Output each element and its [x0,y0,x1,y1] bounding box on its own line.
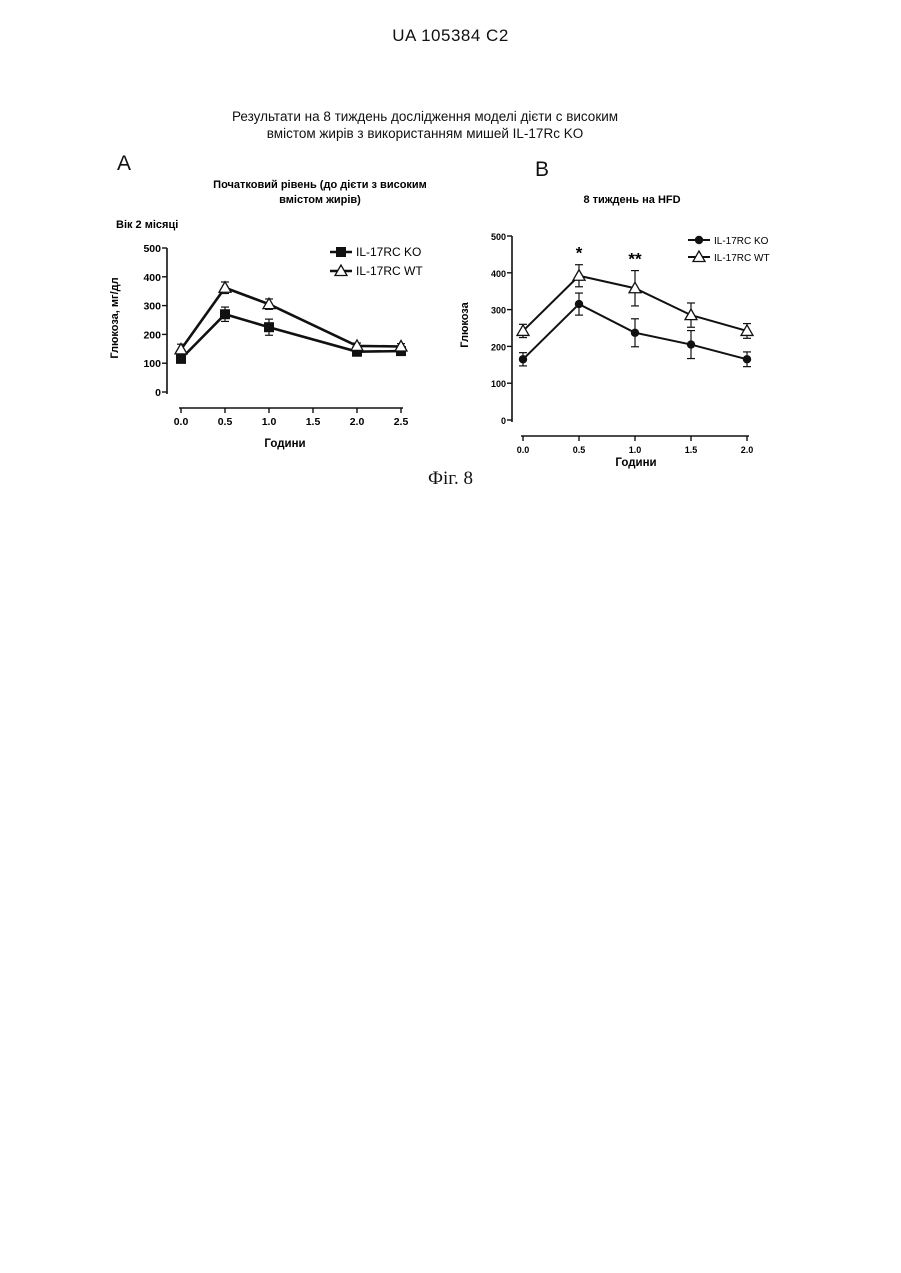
chart-a-x-tick-label: 2.5 [394,416,409,428]
chart-a-title-line1: Початковий рівень (до дієти з високим [213,179,427,191]
patent-number: UA 105384 C2 [0,26,901,46]
chart-b-y-tick-label: 0 [501,416,506,426]
chart-a-subtitle: Вік 2 місяці [116,219,178,231]
chart-a-legend-marker [336,247,346,257]
chart-b-y-tick-label: 300 [491,306,506,316]
chart-b-significance-label: ** [628,250,642,269]
chart-b-legend: IL-17RC KO IL-17RC WT [688,236,770,264]
chart-a-legend: IL-17RC KO IL-17RC WT [330,245,423,278]
chart-a-x-tick-label: 1.5 [306,416,321,428]
chart-b-legend-label: IL-17RC KO [714,236,769,247]
chart-b-ticks: 0 100 200 300 400 500 0.0 0.5 1.0 1.5 2.0 [491,232,753,455]
chart-a-data-point [220,309,230,319]
panel-b-letter: B [535,158,549,182]
chart-a-y-tick-label: 0 [155,387,161,399]
chart-b-y-tick-label: 500 [491,232,506,242]
chart-b-data-point [743,355,751,363]
chart-b-y-tick-label: 400 [491,269,506,279]
figure-title: Результати на 8 тиждень дослідження моде… [150,108,700,142]
chart-a-title-line2: вмістом жирів) [279,194,361,206]
chart-a-plot [175,282,407,364]
chart-a-xlabel: Години [264,438,305,450]
chart-b-title: 8 тиждень на HFD [583,194,680,206]
chart-b-y-tick-label: 100 [491,379,506,389]
chart-b-data-point [575,300,583,308]
chart-b-y-tick-label: 200 [491,342,506,352]
chart-b-x-tick-label: 0.5 [573,445,586,455]
chart-b-x-tick-label: 1.5 [685,445,698,455]
chart-b-legend-label: IL-17RC WT [714,253,770,264]
chart-a-y-tick-label: 500 [143,243,161,255]
chart-b-data-point [685,309,697,320]
chart-a-ylabel: Глюкоза, мг/дл [109,277,121,358]
chart-b-ylabel: Глюкоза [459,301,471,347]
chart-b: 8 тиждень на HFD Години Глюкоза 01002003… [450,185,770,475]
chart-b-legend-marker [695,236,703,244]
figure-title-line2: вмістом жирів з використанням мишей IL-1… [150,125,700,142]
chart-a-data-point [264,322,274,332]
chart-a-legend-label: IL-17RC KO [356,245,421,259]
figure-title-line1: Результати на 8 тиждень дослідження моде… [150,108,700,125]
chart-a-x-tick-label: 1.0 [262,416,277,428]
chart-b-data-point [573,270,585,281]
chart-a-y-tick-label: 400 [143,272,161,284]
chart-a-y-tick-label: 200 [143,329,161,341]
chart-b-x-tick-label: 0.0 [517,445,530,455]
chart-b-x-tick-label: 1.0 [629,445,642,455]
chart-a: Початковий рівень (до дієти з високим вм… [100,170,460,460]
chart-b-data-point [519,355,527,363]
chart-a-y-tick-label: 100 [143,358,161,370]
chart-a-series-line [181,314,401,359]
chart-a-legend-label: IL-17RC WT [356,264,423,278]
chart-a-data-point [176,354,186,364]
chart-a-x-tick-label: 0.5 [218,416,233,428]
chart-a-x-tick-label: 2.0 [350,416,365,428]
chart-a-y-tick-label: 300 [143,301,161,313]
chart-b-annotations: *** [576,244,642,269]
chart-b-x-tick-label: 2.0 [741,445,754,455]
chart-a-series-line [181,288,401,350]
chart-a-x-tick-label: 0.0 [174,416,189,428]
chart-a-data-point [219,282,231,293]
chart-b-data-point [631,329,639,337]
chart-b-significance-label: * [576,244,583,263]
chart-b-data-point [687,340,695,348]
chart-b-plot [517,265,753,367]
figure-caption: Фіг. 8 [0,468,901,490]
